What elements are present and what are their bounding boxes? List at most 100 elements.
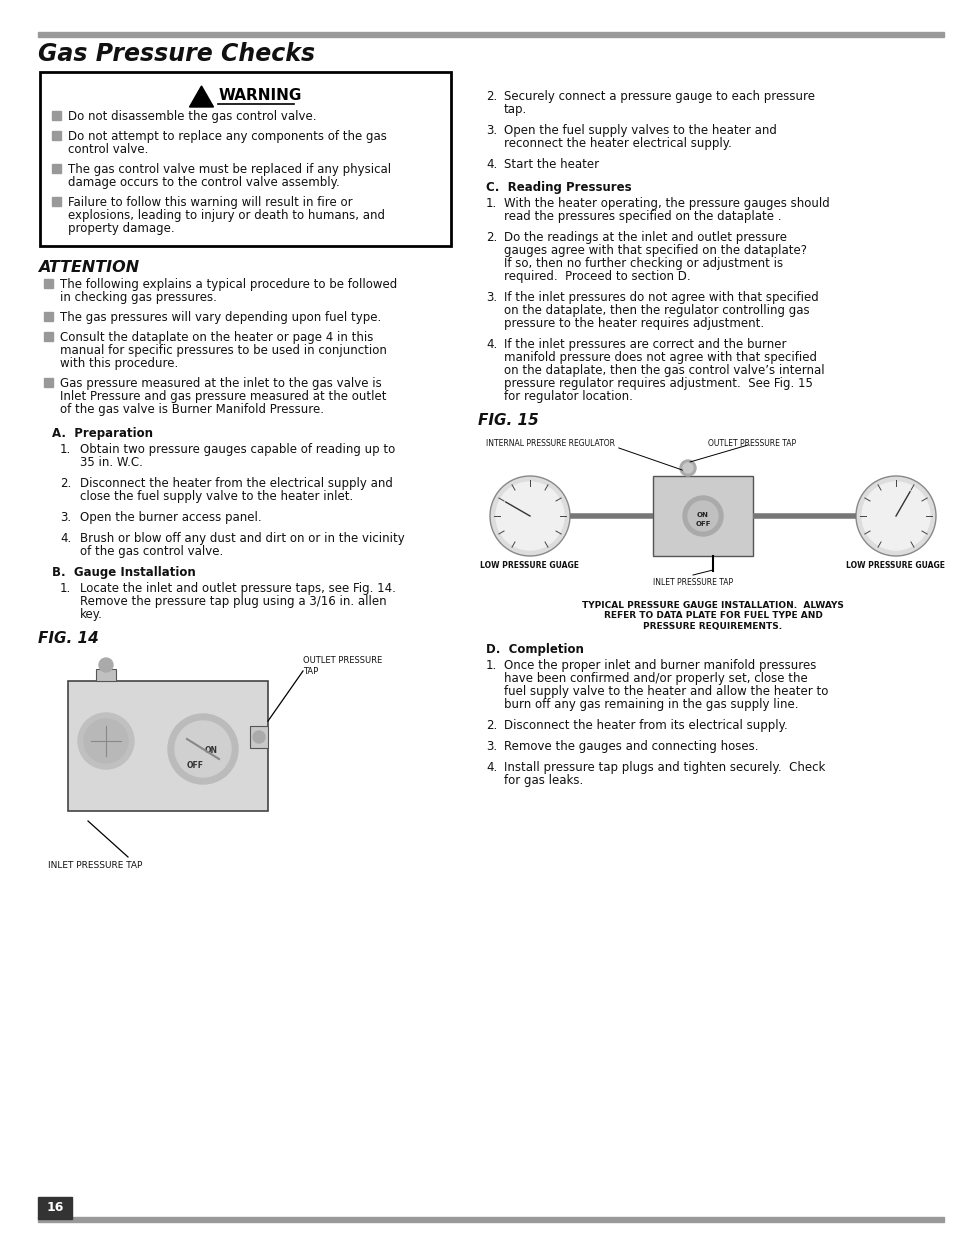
Text: 1.: 1.	[60, 582, 71, 595]
Text: 3.: 3.	[485, 291, 497, 304]
Text: !: !	[199, 91, 204, 101]
Text: for regulator location.: for regulator location.	[503, 390, 632, 403]
Bar	[44, 279, 53, 288]
Bar	[652, 475, 752, 556]
Text: Disconnect the heater from the electrical supply and: Disconnect the heater from the electrica…	[80, 477, 393, 490]
Text: Open the burner access panel.: Open the burner access panel.	[80, 511, 261, 524]
Text: Gas Pressure Checks: Gas Pressure Checks	[38, 42, 314, 65]
Text: Disconnect the heater from its electrical supply.: Disconnect the heater from its electrica…	[503, 719, 787, 732]
Text: on the dataplate, then the gas control valve’s internal: on the dataplate, then the gas control v…	[503, 364, 823, 377]
Circle shape	[679, 459, 696, 475]
Bar	[52, 111, 61, 120]
Text: OFF: OFF	[695, 521, 710, 527]
Circle shape	[855, 475, 935, 556]
Text: Locate the inlet and outlet pressure taps, see Fig. 14.: Locate the inlet and outlet pressure tap…	[80, 582, 395, 595]
Text: TYPICAL PRESSURE GAUGE INSTALLATION.  ALWAYS
REFER TO DATA PLATE FOR FUEL TYPE A: TYPICAL PRESSURE GAUGE INSTALLATION. ALW…	[581, 601, 843, 631]
Text: The gas control valve must be replaced if any physical: The gas control valve must be replaced i…	[68, 163, 391, 177]
Text: With the heater operating, the pressure gauges should: With the heater operating, the pressure …	[503, 198, 829, 210]
Text: ATTENTION: ATTENTION	[38, 261, 139, 275]
Text: LOW PRESSURE GUAGE: LOW PRESSURE GUAGE	[845, 561, 944, 571]
Text: D.  Completion: D. Completion	[485, 643, 583, 656]
Circle shape	[99, 658, 112, 672]
Text: Consult the dataplate on the heater or page 4 in this: Consult the dataplate on the heater or p…	[60, 331, 373, 345]
Text: required.  Proceed to section D.: required. Proceed to section D.	[503, 270, 690, 283]
Text: If the inlet pressures do not agree with that specified: If the inlet pressures do not agree with…	[503, 291, 818, 304]
Text: Brush or blow off any dust and dirt on or in the vicinity: Brush or blow off any dust and dirt on o…	[80, 532, 404, 545]
Text: for gas leaks.: for gas leaks.	[503, 774, 582, 787]
Text: tap.: tap.	[503, 103, 527, 116]
Text: OFF: OFF	[187, 761, 204, 769]
Text: LOW PRESSURE GUAGE: LOW PRESSURE GUAGE	[480, 561, 578, 571]
Text: FIG. 15: FIG. 15	[477, 412, 538, 429]
Text: gauges agree with that specified on the dataplate?: gauges agree with that specified on the …	[503, 245, 806, 257]
Text: Failure to follow this warning will result in fire or: Failure to follow this warning will resu…	[68, 196, 353, 209]
Bar	[44, 378, 53, 387]
Text: of the gas valve is Burner Manifold Pressure.: of the gas valve is Burner Manifold Pres…	[60, 403, 324, 416]
Text: 2.: 2.	[60, 477, 71, 490]
Text: 2.: 2.	[485, 719, 497, 732]
Circle shape	[862, 482, 929, 550]
Text: ON: ON	[697, 513, 708, 517]
Text: on the dataplate, then the regulator controlling gas: on the dataplate, then the regulator con…	[503, 304, 809, 317]
Text: 2.: 2.	[485, 231, 497, 245]
Text: with this procedure.: with this procedure.	[60, 357, 178, 370]
Circle shape	[168, 714, 237, 784]
Text: 1.: 1.	[485, 198, 497, 210]
Text: 35 in. W.C.: 35 in. W.C.	[80, 456, 143, 469]
Text: control valve.: control valve.	[68, 143, 149, 156]
Bar	[38, 32, 943, 37]
Bar	[250, 726, 268, 748]
Text: Securely connect a pressure gauge to each pressure: Securely connect a pressure gauge to eac…	[503, 90, 814, 103]
Text: TAP: TAP	[303, 667, 318, 676]
Text: INLET PRESSURE TAP: INLET PRESSURE TAP	[652, 578, 732, 587]
Text: 1.: 1.	[60, 443, 71, 456]
Text: ON: ON	[205, 746, 218, 755]
Text: The following explains a typical procedure to be followed: The following explains a typical procedu…	[60, 278, 396, 291]
Text: If the inlet pressures are correct and the burner: If the inlet pressures are correct and t…	[503, 338, 785, 351]
Text: OUTLET PRESSURE: OUTLET PRESSURE	[303, 656, 382, 664]
Text: If so, then no further checking or adjustment is: If so, then no further checking or adjus…	[503, 257, 782, 270]
Text: key.: key.	[80, 608, 103, 621]
Bar	[44, 312, 53, 321]
Text: 1.: 1.	[485, 659, 497, 672]
Text: property damage.: property damage.	[68, 222, 174, 235]
Text: pressure regulator requires adjustment.  See Fig. 15: pressure regulator requires adjustment. …	[503, 377, 812, 390]
Bar	[38, 1197, 71, 1219]
Text: Start the heater: Start the heater	[503, 158, 598, 170]
Text: The gas pressures will vary depending upon fuel type.: The gas pressures will vary depending up…	[60, 311, 381, 324]
Circle shape	[174, 721, 231, 777]
Text: close the fuel supply valve to the heater inlet.: close the fuel supply valve to the heate…	[80, 490, 353, 503]
Text: Do not attempt to replace any components of the gas: Do not attempt to replace any components…	[68, 130, 387, 143]
Circle shape	[682, 496, 722, 536]
Circle shape	[78, 713, 133, 769]
Bar	[44, 332, 53, 341]
Text: 2.: 2.	[485, 90, 497, 103]
Text: Gas pressure measured at the inlet to the gas valve is: Gas pressure measured at the inlet to th…	[60, 377, 381, 390]
Circle shape	[496, 482, 563, 550]
Text: 3.: 3.	[485, 124, 497, 137]
Bar	[40, 72, 451, 246]
Bar	[38, 1216, 943, 1221]
Text: 4.: 4.	[485, 338, 497, 351]
Text: damage occurs to the control valve assembly.: damage occurs to the control valve assem…	[68, 177, 339, 189]
Text: Remove the gauges and connecting hoses.: Remove the gauges and connecting hoses.	[503, 740, 758, 753]
Text: explosions, leading to injury or death to humans, and: explosions, leading to injury or death t…	[68, 209, 385, 222]
Text: B.  Gauge Installation: B. Gauge Installation	[52, 566, 195, 579]
Text: Do not disassemble the gas control valve.: Do not disassemble the gas control valve…	[68, 110, 316, 124]
Text: 3.: 3.	[485, 740, 497, 753]
Text: manifold pressure does not agree with that specified: manifold pressure does not agree with th…	[503, 351, 816, 364]
Text: pressure to the heater requires adjustment.: pressure to the heater requires adjustme…	[503, 317, 763, 330]
Circle shape	[84, 719, 128, 763]
Text: 3.: 3.	[60, 511, 71, 524]
Text: manual for specific pressures to be used in conjunction: manual for specific pressures to be used…	[60, 345, 387, 357]
Text: 4.: 4.	[485, 761, 497, 774]
Text: Do the readings at the inlet and outlet pressure: Do the readings at the inlet and outlet …	[503, 231, 786, 245]
Text: of the gas control valve.: of the gas control valve.	[80, 545, 223, 558]
Text: FIG. 14: FIG. 14	[38, 631, 99, 646]
Circle shape	[253, 731, 265, 743]
Text: INTERNAL PRESSURE REGULATOR: INTERNAL PRESSURE REGULATOR	[485, 438, 615, 448]
Text: OUTLET PRESSURE TAP: OUTLET PRESSURE TAP	[707, 438, 796, 448]
Text: Obtain two pressure gauges capable of reading up to: Obtain two pressure gauges capable of re…	[80, 443, 395, 456]
Bar	[52, 164, 61, 173]
Circle shape	[490, 475, 569, 556]
